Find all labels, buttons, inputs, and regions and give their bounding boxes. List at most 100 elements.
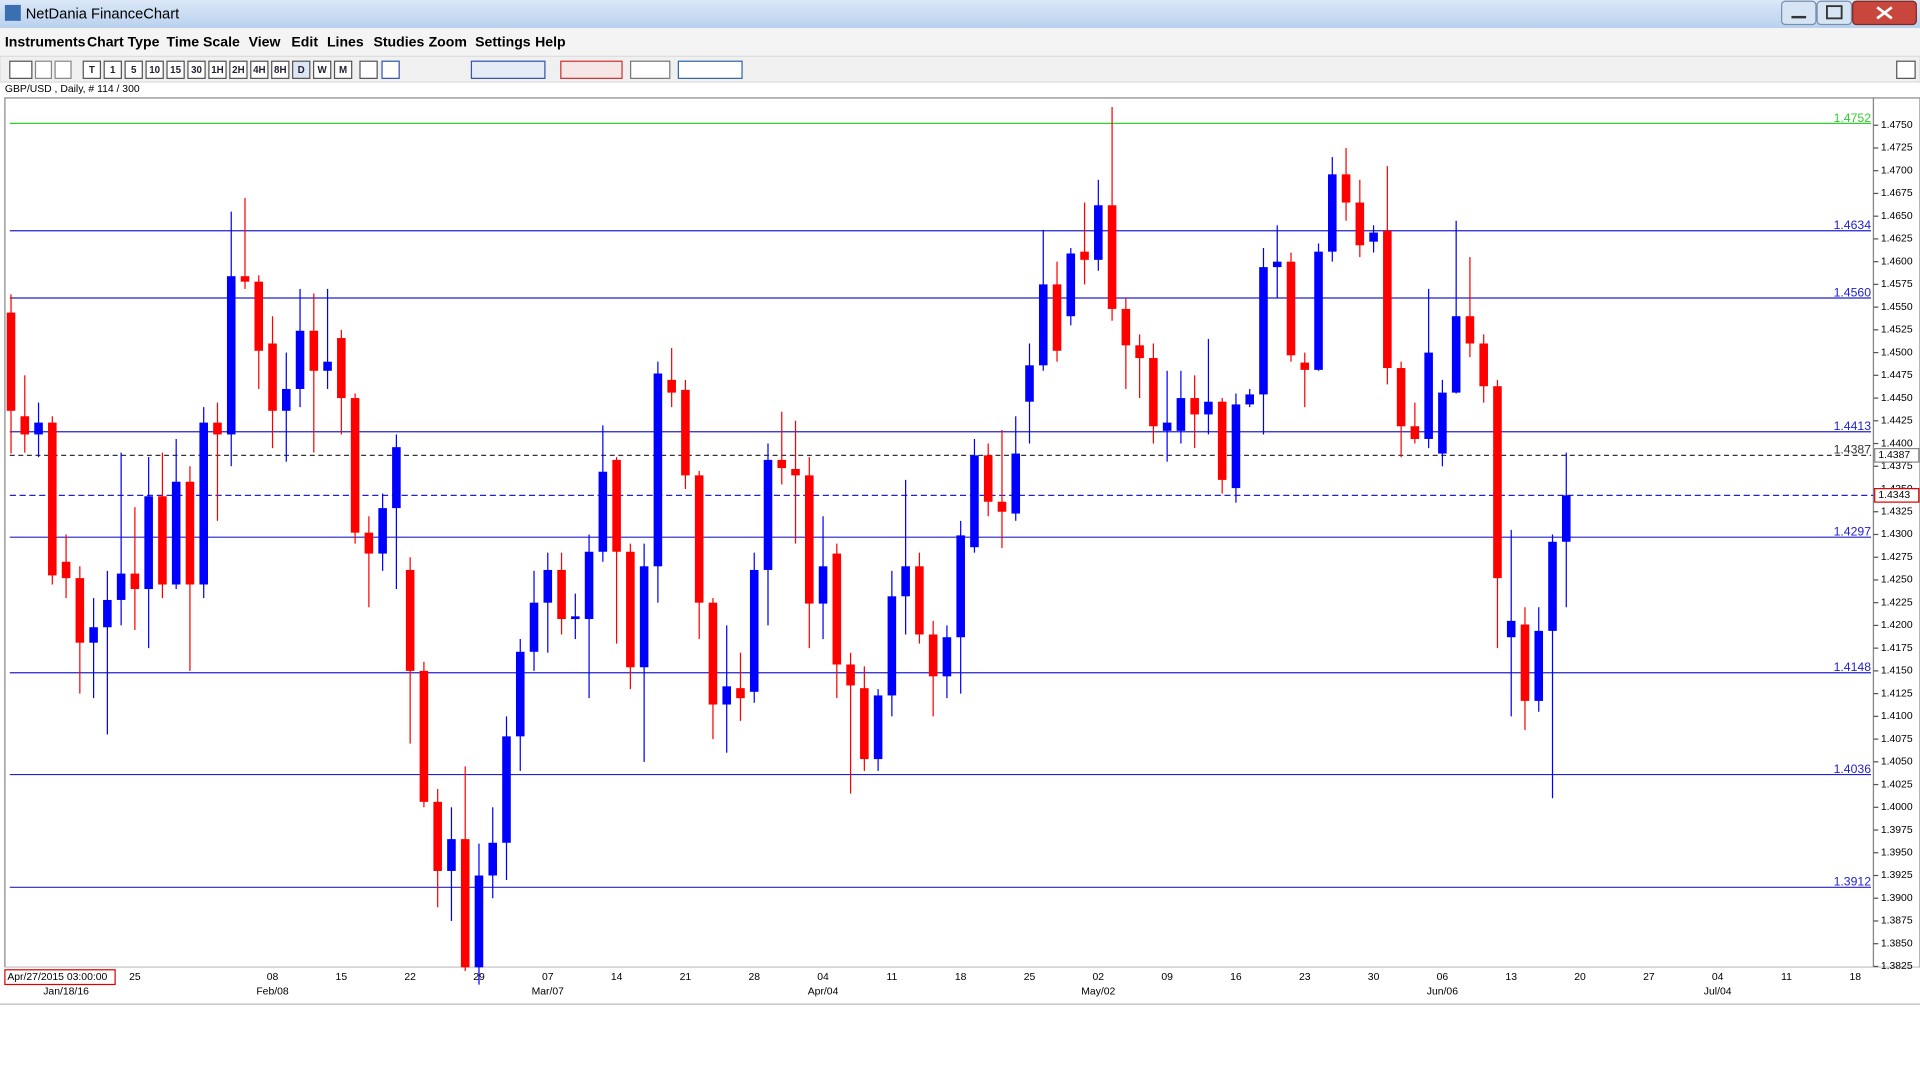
- candle-body: [983, 455, 993, 502]
- x-period-label: Mar/07: [532, 987, 565, 998]
- x-tick-label: 22: [404, 972, 416, 983]
- y-tick-label: 1.3850: [1881, 938, 1913, 949]
- candle-body: [928, 634, 938, 677]
- candle-body: [474, 875, 484, 968]
- menu-item[interactable]: Edit: [291, 34, 318, 50]
- timeframe-label: W: [318, 65, 328, 76]
- time-axis: [0, 967, 1920, 1005]
- candle-body: [1493, 386, 1502, 579]
- level-label: 1.4413: [1834, 419, 1872, 433]
- y-tick-label: 1.4600: [1881, 256, 1913, 267]
- grid-button[interactable]: [381, 60, 400, 79]
- x-tick-label: 16: [1230, 972, 1242, 983]
- panel-button[interactable]: [1896, 60, 1916, 79]
- maximize-icon: [1826, 5, 1843, 20]
- timeframe-button[interactable]: [187, 60, 206, 79]
- y-tick-label: 1.4225: [1881, 597, 1913, 608]
- y-tick-label: 1.3900: [1881, 893, 1913, 904]
- x-period-label: May/02: [1081, 987, 1115, 998]
- candle-body: [1217, 401, 1227, 480]
- candle-body: [1038, 284, 1048, 366]
- timeframe-button[interactable]: [145, 60, 164, 79]
- timeframe-button[interactable]: [208, 60, 227, 79]
- x-tick-label: 02: [1093, 972, 1105, 983]
- x-tick-label: 21: [680, 972, 692, 983]
- x-tick-label: 29: [473, 972, 485, 983]
- candle-body: [557, 569, 566, 620]
- y-tick-label: 1.4375: [1881, 461, 1913, 472]
- candle-body: [1438, 392, 1447, 454]
- menu-item[interactable]: Instruments: [5, 34, 86, 50]
- timeframe-label: 4H: [253, 65, 266, 76]
- candle-body: [1080, 251, 1089, 260]
- close-icon: [1876, 6, 1893, 20]
- menu-item[interactable]: Zoom: [429, 34, 467, 50]
- plot-area: [4, 97, 1875, 968]
- timeframe-button[interactable]: [250, 60, 269, 79]
- line-chart-button[interactable]: [54, 60, 72, 79]
- y-tick-label: 1.4625: [1881, 234, 1913, 245]
- cursor-date-box: [4, 969, 116, 986]
- candle-body: [103, 599, 112, 628]
- y-tick-label: 1.4250: [1881, 575, 1913, 586]
- bar-chart-button[interactable]: [34, 60, 53, 79]
- x-tick-label: 18: [1850, 972, 1862, 983]
- menu-item[interactable]: Lines: [327, 34, 364, 50]
- timeframe-button[interactable]: [229, 60, 248, 79]
- candle-body: [1149, 358, 1158, 427]
- menu-item[interactable]: Studies: [373, 34, 424, 50]
- delete-tools[interactable]: [560, 60, 623, 79]
- print-tools[interactable]: [630, 60, 671, 79]
- candle-body: [860, 688, 869, 760]
- y-tick-label: 1.4025: [1881, 779, 1913, 790]
- chart-type-button[interactable]: [9, 60, 33, 79]
- timeframe-label: D: [298, 65, 305, 76]
- menu-item[interactable]: Help: [535, 34, 566, 50]
- draw-tools[interactable]: [470, 60, 546, 79]
- timeframe-button[interactable]: [333, 60, 353, 79]
- timeframe-label: 1: [110, 65, 116, 76]
- y-tick-label: 1.3975: [1881, 825, 1913, 836]
- price-marker-box: [1874, 448, 1920, 463]
- toolbar-icons: [9, 60, 1916, 79]
- timeframe-button[interactable]: [166, 60, 185, 79]
- timeframe-label: 30: [191, 65, 202, 76]
- menu-item[interactable]: View: [249, 34, 281, 50]
- candle-body: [1465, 316, 1475, 344]
- y-tick-label: 1.4425: [1881, 416, 1913, 427]
- timeframe-button[interactable]: [82, 60, 102, 79]
- candle-body: [915, 566, 924, 635]
- menu-item[interactable]: Settings: [475, 34, 531, 50]
- minimize-button[interactable]: [1781, 0, 1817, 26]
- candle-body: [282, 388, 291, 411]
- candle-body: [433, 801, 442, 871]
- menu-item[interactable]: Chart Type: [87, 34, 160, 50]
- candle-body: [309, 330, 319, 371]
- candle-body: [1561, 495, 1571, 542]
- x-tick-label: 04: [817, 972, 829, 983]
- candle-body: [1245, 394, 1254, 405]
- maximize-button[interactable]: [1816, 0, 1853, 26]
- candle-body: [226, 276, 236, 435]
- candle-body: [1383, 230, 1392, 369]
- level-label: 1.4387: [1834, 443, 1872, 457]
- timeframe-button[interactable]: [124, 60, 143, 79]
- candle-body: [213, 422, 222, 435]
- menu-item[interactable]: Time Scale: [167, 34, 240, 50]
- candle-body: [419, 670, 429, 802]
- zoom-tools[interactable]: [677, 60, 743, 79]
- timeframe-button[interactable]: [271, 60, 290, 79]
- candle-body: [447, 839, 456, 871]
- timeframe-button[interactable]: [292, 60, 311, 79]
- y-tick-label: 1.4650: [1881, 211, 1913, 222]
- timeframe-button[interactable]: [312, 60, 332, 79]
- candle-body: [1052, 284, 1062, 351]
- candle-body: [1231, 404, 1241, 489]
- candle-body: [1520, 624, 1530, 701]
- timeframe-button[interactable]: [103, 60, 122, 79]
- crosshair-button[interactable]: [359, 60, 378, 79]
- candle-body: [887, 596, 897, 696]
- candle-body: [667, 379, 676, 393]
- x-period-label: Jul/04: [1704, 987, 1732, 998]
- x-tick-label: 11: [1781, 972, 1792, 983]
